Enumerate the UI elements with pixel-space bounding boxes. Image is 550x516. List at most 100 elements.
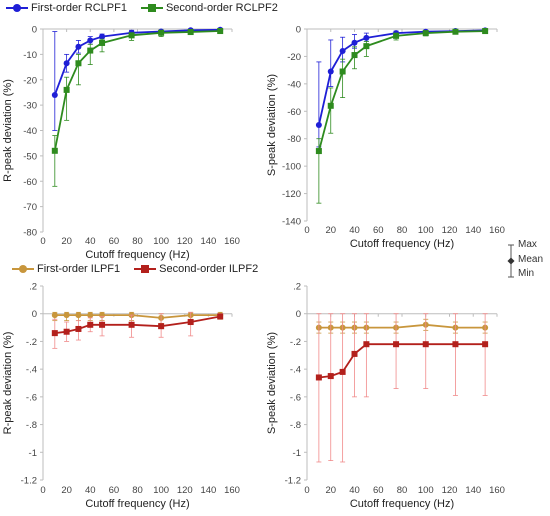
data-point-marker [187,319,194,326]
legend-top-left: First-order RCLPF1 Second-order RCLPF2 [6,2,278,14]
data-point-marker [315,374,322,381]
legend-item-second-order-rclpf2: Second-order RCLPF2 [140,2,278,14]
x-tick-label: 60 [109,485,120,496]
y-tick-label: -40 [23,126,37,137]
key-min-label: Min [518,268,535,279]
y-tick-label: -30 [23,101,37,112]
y-tick-label: .2 [29,282,37,293]
series-line [318,29,486,126]
x-tick-label: 0 [304,225,309,236]
x-tick-label: 100 [418,225,434,236]
y-tick-label: -140 [282,217,301,228]
y-tick-label: -100 [282,162,301,173]
y-tick-label: .2 [293,282,301,293]
x-tick-label: 60 [373,225,384,236]
y-axis-title: S-peak deviation (%) [266,332,278,434]
data-point-marker [452,341,459,348]
x-tick-label: 160 [224,236,240,247]
data-point-marker [363,341,370,348]
legend-label-first-order-rclpf1: First-order RCLPF1 [31,2,127,14]
data-point-marker [87,312,94,319]
legend-item-second-order-ilpf2: Second-order ILPF2 [134,263,258,275]
legend-label-second-order-rclpf2: Second-order RCLPF2 [165,2,278,14]
data-point-marker [363,34,370,41]
x-tick-label: 80 [132,485,143,496]
legend-label-first-order-ilpf1: First-order ILPF1 [37,263,121,275]
y-tick-label: -1.2 [21,476,37,487]
data-point-marker [339,368,346,375]
data-point-marker [87,47,94,54]
x-tick-label: 40 [85,236,96,247]
data-point-marker [63,312,70,319]
x-tick-label: 80 [132,236,143,247]
y-tick-label: -.8 [26,420,37,431]
legend-item-first-order-rclpf1: First-order RCLPF1 [6,2,127,14]
series-second-order [51,311,224,349]
legend-item-first-order-ilpf1: First-order ILPF1 [12,263,120,275]
legend-label-second-order-ilpf2: Second-order ILPF2 [159,263,259,275]
data-point-marker [327,102,334,109]
data-point-marker [351,52,358,59]
y-tick-label: -120 [282,189,301,200]
x-tick-label: 20 [61,236,72,247]
y-tick-label: -80 [287,134,301,145]
x-axis-title: Cutoff frequency (Hz) [350,498,454,510]
y-tick-label: 0 [296,25,301,36]
y-tick-label: -.8 [290,420,301,431]
error-bar-key: Max Mean Min [505,239,550,282]
x-tick-label: 80 [397,225,408,236]
data-point-marker [351,39,358,46]
data-point-marker [51,147,58,154]
y-tick-label: -1.2 [285,476,301,487]
key-max-label: Max [518,239,537,250]
data-point-marker [482,28,489,35]
data-point-marker [315,148,322,155]
y-tick-label: -80 [23,228,37,239]
data-point-marker [363,43,370,50]
data-point-marker [393,341,400,348]
data-point-marker [99,321,106,328]
y-tick-label: -.2 [290,337,301,348]
x-tick-label: 0 [304,485,309,496]
data-point-marker [158,29,165,36]
x-axis-title: Cutoff frequency (Hz) [350,238,454,250]
series-first-order [315,318,489,334]
data-point-marker [422,30,429,37]
data-point-marker [327,68,334,75]
x-tick-label: 160 [489,485,505,496]
x-tick-label: 40 [349,225,360,236]
data-point-marker [393,32,400,39]
data-point-marker [351,350,358,357]
y-tick-label: 0 [32,25,37,36]
chart-1: 0-10-20-30-40-50-60-70-800 20 40 60 80 100 120… [2,25,240,262]
data-point-marker [315,122,322,128]
x-axis-title: Cutoff frequency (Hz) [85,249,189,261]
data-point-marker [51,330,58,337]
y-tick-label: -.4 [290,365,301,376]
data-point-marker [217,313,224,320]
x-tick-label: 60 [109,236,120,247]
y-tick-label: -.6 [26,392,37,403]
error-bar-key-icon [507,244,515,278]
x-tick-label: 40 [85,485,96,496]
x-tick-label: 140 [200,485,216,496]
data-point-marker [75,43,82,50]
x-tick-label: 120 [442,225,458,236]
legend-line-square-icon [140,3,163,13]
y-tick-label: 0 [296,309,301,320]
data-point-marker [482,341,489,348]
y-tick-label: -.2 [26,337,37,348]
data-point-marker [75,60,82,67]
data-point-marker [63,60,70,67]
data-point-marker [339,68,346,75]
data-point-marker [87,37,94,44]
legend-line-square-icon [134,264,157,274]
data-point-marker [128,321,135,328]
y-tick-label: -1 [293,448,301,459]
chart-4: .20-.2-.4-.6-.8-1-1.20 20 40 60 80 100 120 140 1… [266,282,505,511]
x-tick-label: 60 [373,485,384,496]
data-point-marker [99,33,106,40]
x-tick-label: 20 [325,485,336,496]
x-tick-label: 120 [177,236,193,247]
